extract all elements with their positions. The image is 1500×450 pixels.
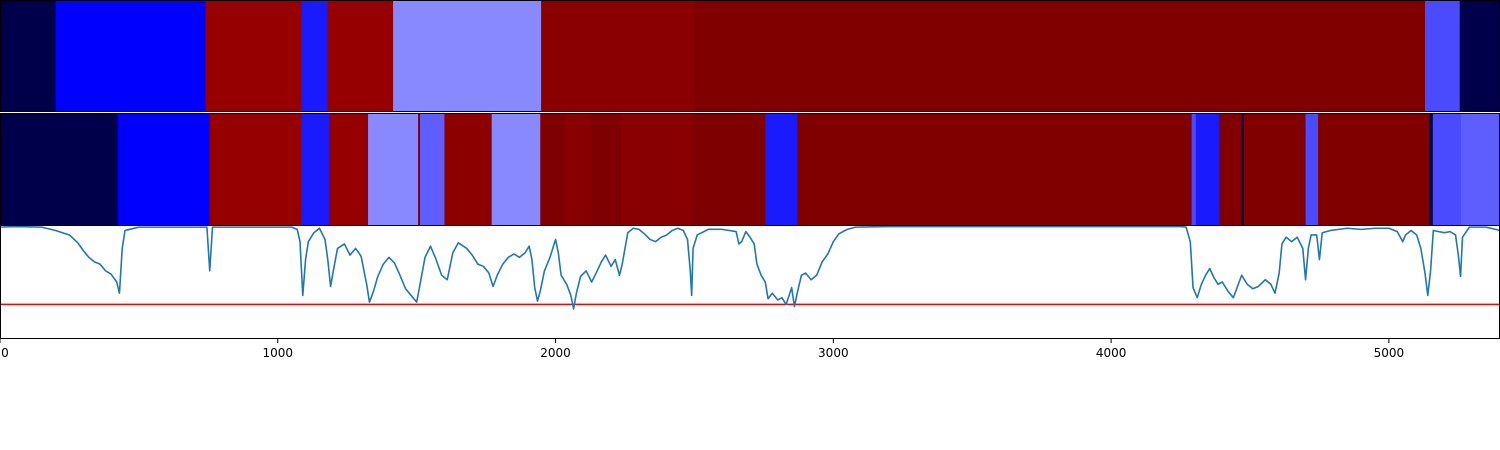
top-strip-segment-2 bbox=[205, 0, 302, 112]
bottom-strip-segment-11 bbox=[565, 113, 593, 226]
bottom-strip-segment-22 bbox=[1305, 113, 1319, 226]
top-strip bbox=[0, 0, 1500, 112]
bottom-strip-segment-10 bbox=[540, 113, 566, 226]
bottom-strip-segment-19 bbox=[1219, 113, 1243, 226]
bottom-strip-segment-16 bbox=[797, 113, 1193, 226]
bottom-strip-segment-17 bbox=[1191, 113, 1197, 226]
signal-line bbox=[0, 226, 1500, 310]
x-tick-label-3000: 3000 bbox=[818, 346, 849, 360]
x-tick-label-0: 0 bbox=[1, 346, 9, 360]
bottom-strip-segment-1 bbox=[118, 113, 211, 226]
bottom-strip-segment-9 bbox=[491, 113, 541, 226]
x-tick-label-1000: 1000 bbox=[263, 346, 294, 360]
bottom-strip-segment-2 bbox=[209, 113, 302, 226]
top-strip-segment-1 bbox=[55, 0, 206, 112]
top-strip-segment-8 bbox=[1425, 0, 1461, 112]
top-strip-segment-6 bbox=[541, 0, 695, 112]
bottom-strip-segment-21 bbox=[1243, 113, 1306, 226]
top-strip-segment-5 bbox=[393, 0, 542, 112]
bottom-strip-segment-14 bbox=[691, 113, 766, 226]
bottom-strip-segment-20 bbox=[1241, 113, 1245, 226]
bottom-strip-segment-26 bbox=[1461, 113, 1500, 226]
x-tick-label-2000: 2000 bbox=[540, 346, 571, 360]
x-tick-label-5000: 5000 bbox=[1374, 346, 1405, 360]
bottom-strip-segment-8 bbox=[444, 113, 493, 226]
top-strip-segment-9 bbox=[1459, 0, 1500, 112]
bottom-strip-segment-23 bbox=[1318, 113, 1430, 226]
bottom-strip-segment-15 bbox=[765, 113, 798, 226]
x-axis: 0 1000 2000 3000 4000 5000 bbox=[0, 338, 1405, 360]
bottom-strip-segment-4 bbox=[329, 113, 369, 226]
bottom-strip-segment-25 bbox=[1432, 113, 1462, 226]
top-strip-segment-7 bbox=[694, 0, 1426, 112]
bottom-strip-segment-3 bbox=[301, 113, 330, 226]
signal-panel-background bbox=[0, 226, 1500, 338]
bottom-strip-segment-5 bbox=[368, 113, 419, 226]
top-strip-segment-3 bbox=[301, 0, 329, 112]
bottom-strip-segment-13 bbox=[620, 113, 693, 226]
bottom-strip-segment-6 bbox=[418, 113, 421, 226]
x-tick-label-4000: 4000 bbox=[1096, 346, 1127, 360]
top-strip-segment-0 bbox=[0, 0, 56, 112]
signal-panel bbox=[0, 226, 1500, 339]
bottom-strip bbox=[0, 113, 1500, 226]
bottom-strip-segment-0 bbox=[0, 113, 119, 226]
bottom-strip-segment-18 bbox=[1195, 113, 1220, 226]
bottom-strip-segment-7 bbox=[420, 113, 445, 226]
bottom-strip-segment-12 bbox=[591, 113, 622, 226]
top-strip-segment-4 bbox=[327, 0, 394, 112]
bottom-strip-segment-24 bbox=[1429, 113, 1434, 226]
